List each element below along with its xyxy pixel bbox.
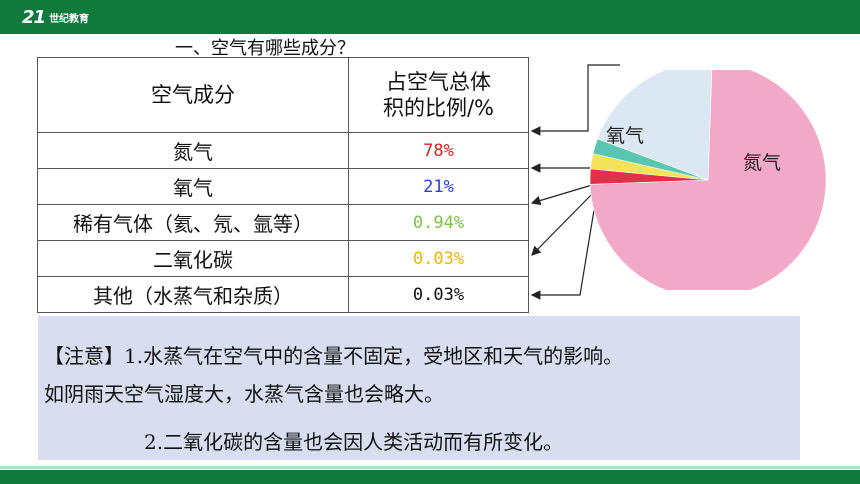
arrow-other [530, 197, 597, 300]
footer-line [0, 466, 860, 469]
pie-label: 氧气 [606, 125, 644, 147]
row-name: 稀有气体（氦、氖、氩等） [37, 204, 349, 241]
row-name: 氮气 [37, 132, 349, 169]
note-box: 【注意】1.水蒸气在空气中的含量不固定，受地区和天气的影响。 如阴雨天空气湿度大… [38, 316, 800, 460]
row-name: 二氧化碳 [37, 240, 349, 277]
row-value: 0.03% [348, 276, 529, 313]
header-bar: 21 世纪教育 [0, 0, 860, 34]
row-value: 21% [348, 168, 529, 205]
note-line-2: 如阴雨天空气湿度大，水蒸气含量也会略大。 [44, 382, 444, 406]
row-name: 氧气 [37, 168, 349, 205]
section-title: 一、空气有哪些成分？ [175, 38, 355, 59]
table-row: 其他（水蒸气和杂质） 0.03% [37, 276, 529, 313]
row-name: 其他（水蒸气和杂质） [37, 276, 349, 313]
table-row: 氧气 21% [37, 168, 529, 205]
row-value: 78% [348, 132, 529, 169]
logo: 21 世纪教育 [22, 6, 89, 28]
composition-table: 空气成分 占空气总体积的比例/% 氮气 78% 氧气 21% 稀有气体（氦、氖、… [37, 57, 529, 313]
note-line-1: 【注意】1.水蒸气在空气中的含量不固定，受地区和天气的影响。 [44, 344, 624, 368]
table-header-row: 空气成分 占空气总体积的比例/% [37, 57, 529, 133]
pie-slice-氧气 [597, 70, 713, 181]
logo-text: 世纪教育 [49, 13, 90, 25]
logo-mark: 21 [22, 6, 46, 28]
footer-bar [0, 470, 860, 484]
row-value: 0.03% [348, 240, 529, 277]
header-ratio: 占空气总体积的比例/% [348, 57, 529, 133]
header-component: 空气成分 [37, 57, 349, 133]
arrow-co2 [531, 191, 595, 256]
row-value: 0.94% [348, 204, 529, 241]
table-row: 稀有气体（氦、氖、氩等） 0.94% [37, 204, 529, 241]
pie-label: 氮气 [743, 152, 781, 174]
table-row: 二氧化碳 0.03% [37, 240, 529, 277]
table-row: 氮气 78% [37, 132, 529, 169]
note-line-3: 2.二氧化碳的含量也会因人类活动而有所变化。 [144, 430, 564, 454]
arrow-rare-gas [530, 184, 593, 206]
